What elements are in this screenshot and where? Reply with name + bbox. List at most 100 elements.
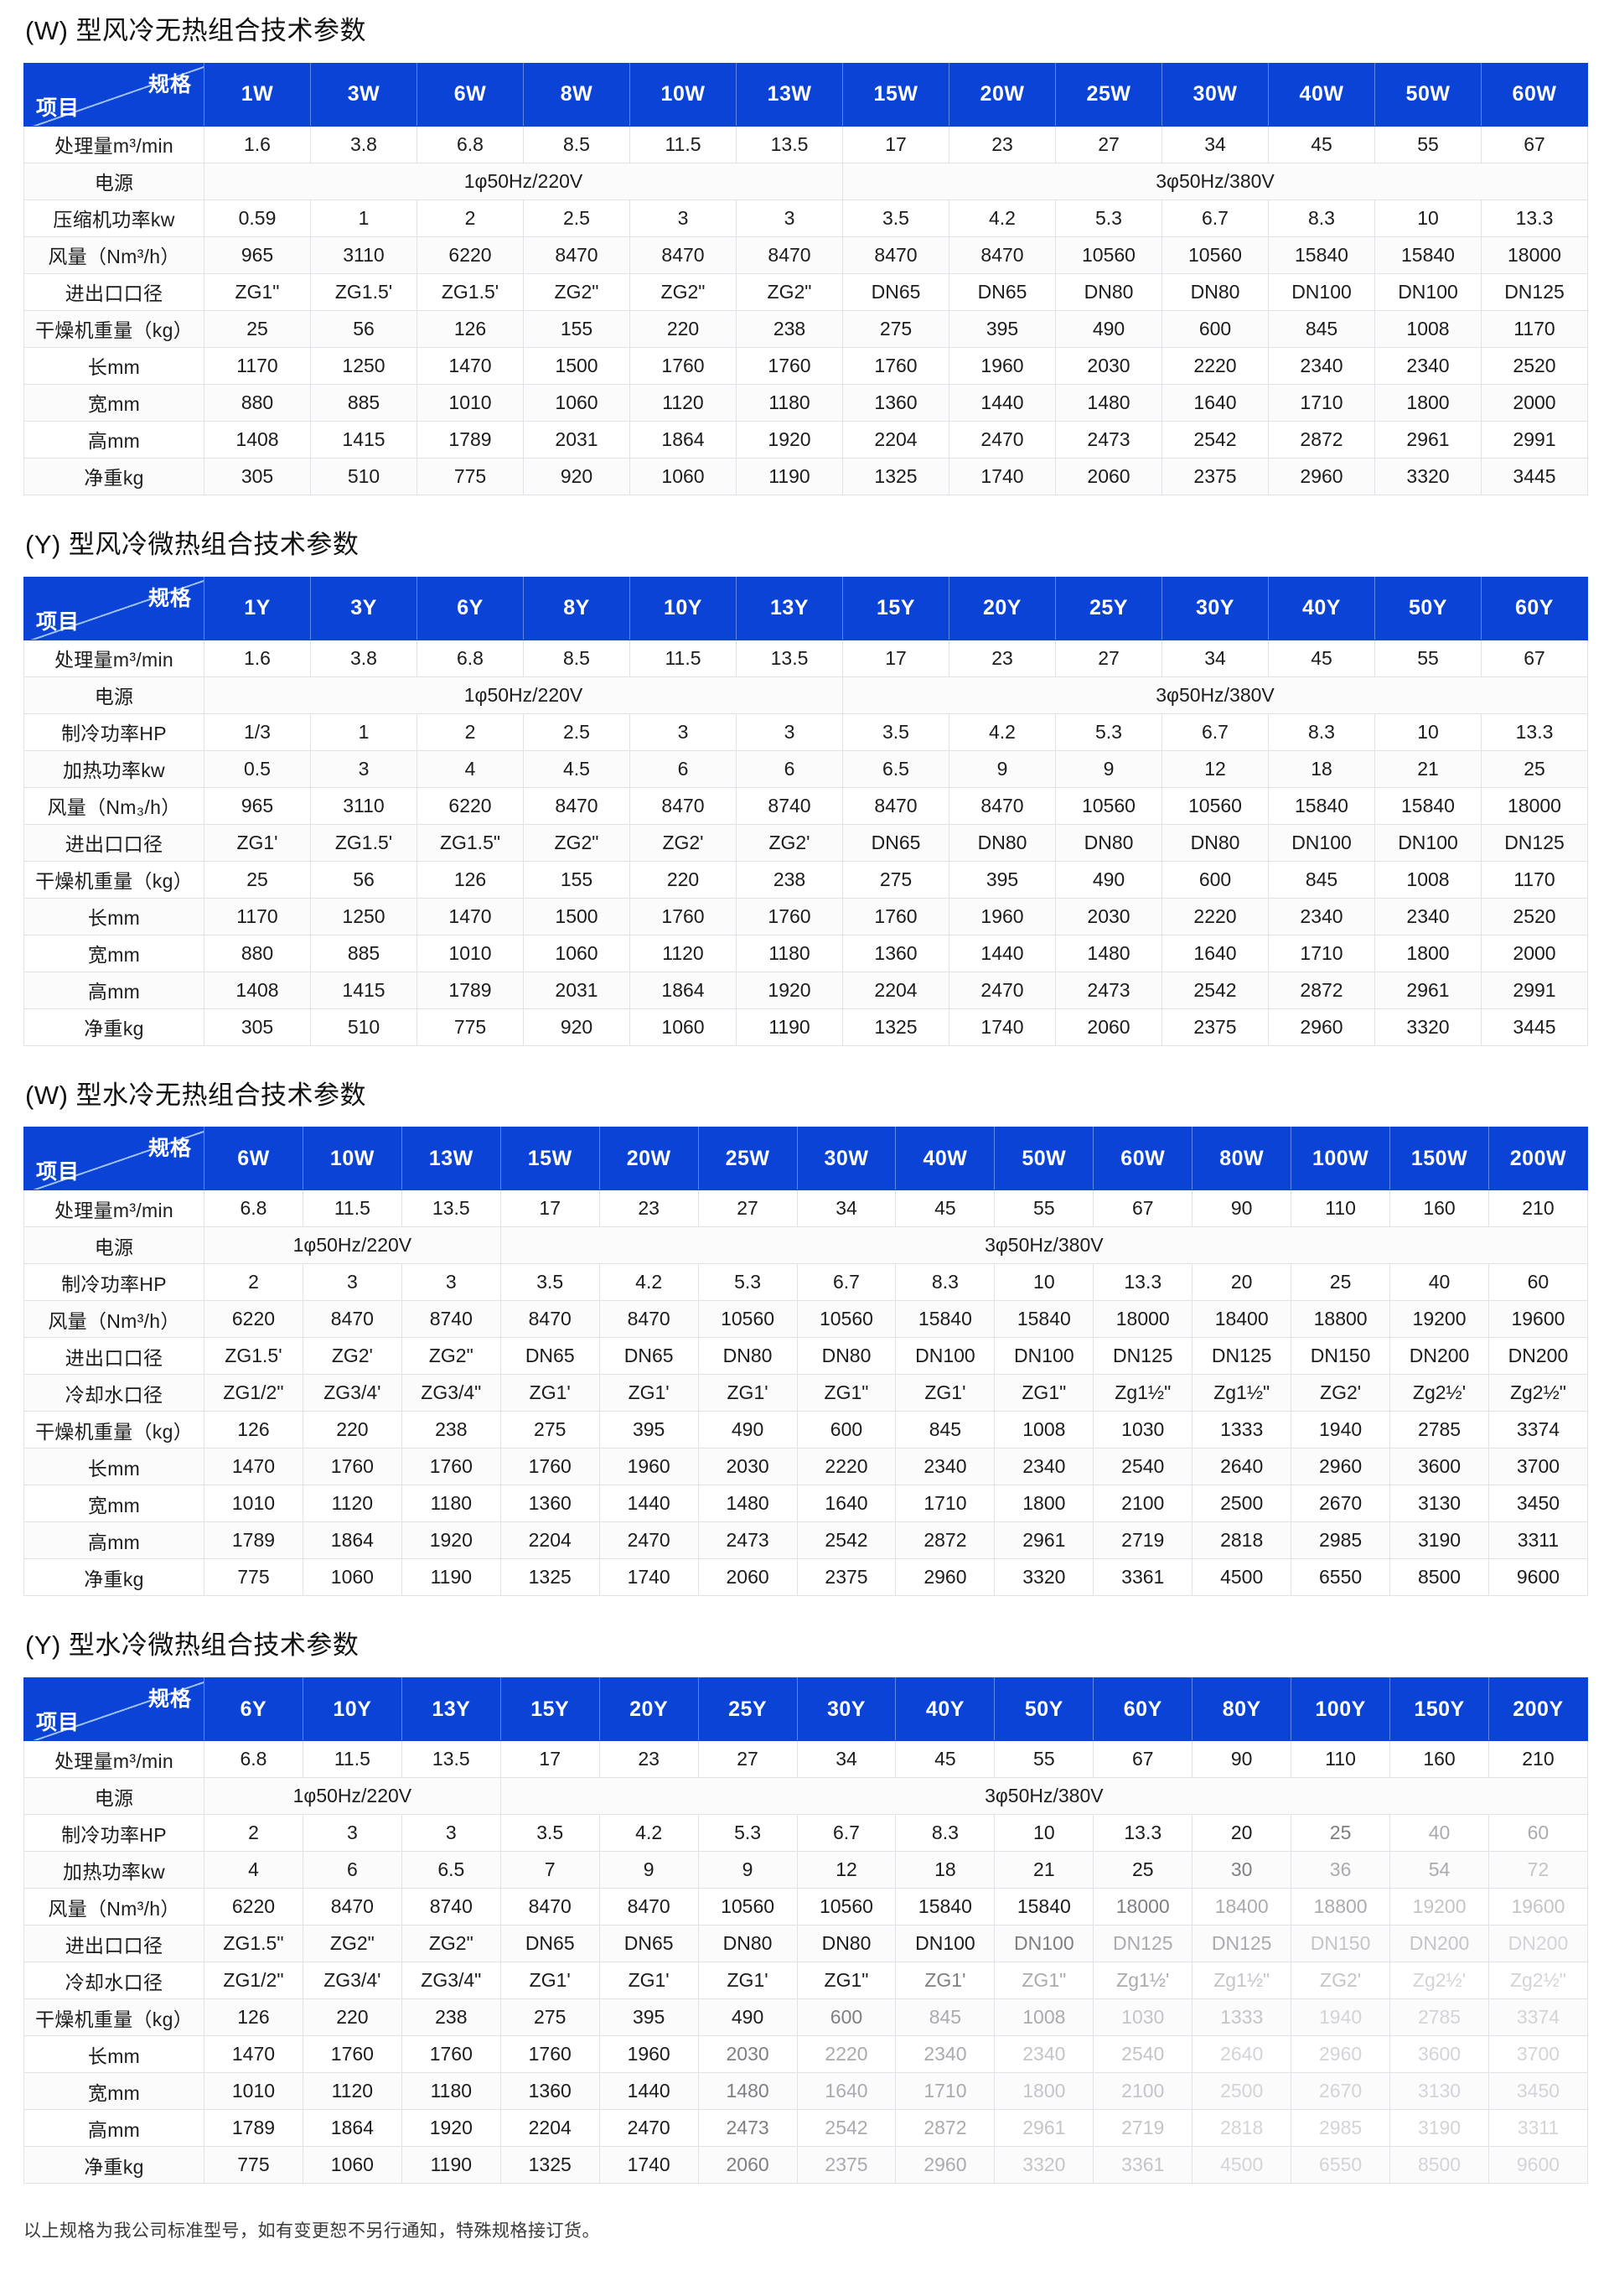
data-cell: 60 xyxy=(1487,1814,1588,1852)
column-header: 30Y xyxy=(796,1677,897,1741)
data-cell: 490 xyxy=(697,1411,798,1449)
data-cell: 6.7 xyxy=(1161,199,1269,237)
data-cell: 2470 xyxy=(949,971,1056,1009)
data-cell: 110 xyxy=(1291,1189,1391,1228)
column-header: 13W xyxy=(401,1127,501,1191)
data-cell: DN200 xyxy=(1487,1337,1588,1376)
table-row: 处理量m³/min 1.6 3.8 6.8 8.5 11.5 13.5 17 23 27 34 45 5… xyxy=(23,125,1588,163)
data-cell: 3320 xyxy=(994,1558,1094,1597)
table-row: 进出口口径 ZG1.5' ZG2' ZG2" DN65 DN65 DN80 DN80 DN100… xyxy=(23,1337,1588,1376)
data-cell: 1060 xyxy=(523,934,630,972)
data-cell: 4500 xyxy=(1192,1558,1292,1597)
data-cell: 2960 xyxy=(895,1558,996,1597)
data-cell: ZG1" xyxy=(994,1374,1094,1412)
data-cell: 2500 xyxy=(1192,2072,1292,2110)
table-row: 进出口口径 ZG1" ZG1.5' ZG1.5' ZG2" ZG2" ZG2" DN65 DN6… xyxy=(23,272,1588,311)
table-row: 处理量m³/min 1.6 3.8 6.8 8.5 11.5 13.5 17 23 27 34 45 5… xyxy=(23,639,1588,677)
data-cell: 3450 xyxy=(1487,2072,1588,2110)
data-cell: 1250 xyxy=(310,897,417,936)
data-cell: DN80 xyxy=(796,1925,897,1962)
column-header: 20W xyxy=(949,62,1056,127)
data-cell: Zg1½" xyxy=(1192,1962,1292,1999)
data-cell: 1470 xyxy=(204,1448,303,1486)
section-title: (Y) 型风冷微热组合技术参数 xyxy=(25,529,360,559)
data-cell: 8470 xyxy=(499,1300,600,1339)
data-cell: 3 xyxy=(302,1814,402,1852)
data-cell: 1060 xyxy=(523,383,630,422)
data-cell: 510 xyxy=(310,1008,417,1046)
data-cell: 67 xyxy=(1093,1740,1193,1778)
column-header: 40Y xyxy=(1268,576,1375,640)
column-header: 30W xyxy=(796,1127,897,1191)
data-cell: 27 xyxy=(1055,639,1162,677)
column-header: 25Y xyxy=(1055,576,1162,640)
data-cell: 60 xyxy=(1487,1263,1588,1302)
data-cell: 1180 xyxy=(401,2072,501,2110)
data-cell: 1.6 xyxy=(204,125,311,163)
data-cell: 1710 xyxy=(1268,383,1375,422)
row-label: 干燥机重量（kg） xyxy=(23,309,204,348)
data-cell: ZG2" xyxy=(629,272,737,311)
data-cell: 10560 xyxy=(796,1300,897,1339)
data-cell: 6220 xyxy=(204,1300,303,1339)
data-cell: 880 xyxy=(204,383,311,422)
data-cell: 11.5 xyxy=(629,639,737,677)
data-cell: 8.5 xyxy=(523,125,630,163)
data-cell: 6 xyxy=(302,1851,402,1889)
data-cell: 238 xyxy=(401,1998,501,2036)
data-cell: DN125 xyxy=(1093,1337,1193,1376)
table-row: 宽mm 880 885 1010 1060 1120 1180 1360 1440 1480 164… xyxy=(23,934,1588,972)
data-cell: 845 xyxy=(1268,309,1375,348)
table-row: 制冷功率HP 2 3 3 3.5 4.2 5.3 6.7 8.3 10 13.3 20 25 40 60 xyxy=(23,1814,1588,1852)
data-cell: 1740 xyxy=(598,2146,699,2184)
row-label: 高mm xyxy=(23,420,204,459)
data-cell: 220 xyxy=(302,1998,402,2036)
power-supply-cell: 3φ50Hz/380V xyxy=(499,1226,1588,1265)
data-cell: DN65 xyxy=(949,272,1056,311)
data-cell: 2030 xyxy=(1055,346,1162,385)
data-cell: 1180 xyxy=(736,934,843,972)
data-cell: 25 xyxy=(1291,1263,1391,1302)
data-cell: 1010 xyxy=(204,2072,303,2110)
data-cell: 8.3 xyxy=(1268,199,1375,237)
data-cell: 3361 xyxy=(1093,1558,1193,1597)
data-cell: DN150 xyxy=(1291,1337,1391,1376)
data-cell: 2960 xyxy=(1291,1448,1391,1486)
data-cell: 1408 xyxy=(204,971,311,1009)
data-cell: 1960 xyxy=(949,897,1056,936)
data-cell: 1325 xyxy=(499,1558,600,1597)
data-cell: ZG1' xyxy=(895,1374,996,1412)
data-cell: 4 xyxy=(204,1851,303,1889)
data-cell: 1789 xyxy=(416,420,524,459)
data-cell: DN100 xyxy=(994,1925,1094,1962)
data-cell: 2340 xyxy=(895,1448,996,1486)
footnote: 以上规格为我公司标准型号，如有变更恕不另行通知，特殊规格接订货。 xyxy=(23,2221,600,2241)
data-cell: 8.3 xyxy=(895,1814,996,1852)
data-cell: 220 xyxy=(629,860,737,899)
data-cell: 9 xyxy=(598,1851,699,1889)
data-cell: ZG1' xyxy=(499,1962,600,1999)
data-cell: 6.8 xyxy=(416,125,524,163)
row-label: 长mm xyxy=(23,2035,204,2073)
header-spec-label: 规格 xyxy=(147,72,192,96)
data-cell: 13.5 xyxy=(401,1740,501,1778)
data-cell: 55 xyxy=(994,1189,1094,1228)
header-item-label: 项目 xyxy=(36,1711,80,1734)
data-cell: 1120 xyxy=(629,383,737,422)
data-cell: 1440 xyxy=(598,1485,699,1523)
data-cell: 275 xyxy=(842,309,949,348)
row-label: 加热功率kw xyxy=(23,749,204,788)
data-cell: 965 xyxy=(204,236,311,274)
data-cell: 1415 xyxy=(310,971,417,1009)
data-cell: 2100 xyxy=(1093,1485,1193,1523)
row-label: 处理量m³/min xyxy=(23,1740,204,1778)
data-cell: 3.5 xyxy=(499,1814,600,1852)
data-cell: 1440 xyxy=(598,2072,699,2110)
table-row: 长mm 1170 1250 1470 1500 1760 1760 1760 1960 2030 2… xyxy=(23,346,1588,385)
data-cell: 2785 xyxy=(1389,1411,1489,1449)
data-cell: 2220 xyxy=(1161,346,1269,385)
data-cell: 2060 xyxy=(697,2146,798,2184)
data-cell: 1710 xyxy=(895,2072,996,2110)
data-cell: 4.5 xyxy=(523,749,630,788)
data-cell: 2375 xyxy=(796,2146,897,2184)
